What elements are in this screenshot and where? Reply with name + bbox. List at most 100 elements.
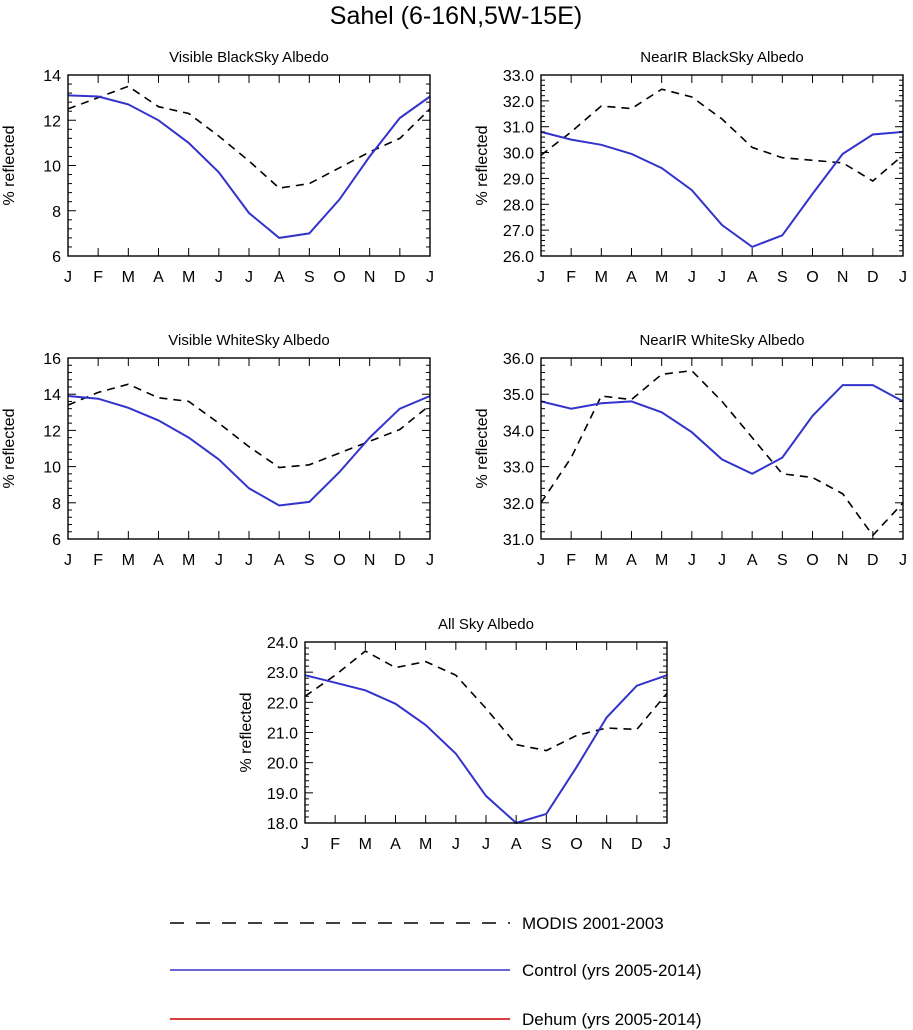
x-tick-label: N [837, 269, 849, 286]
series-line-modis [304, 650, 668, 752]
series-line-control [67, 94, 431, 239]
panel-all-sky: All Sky Albedo % reflected 18.0 19.0 20.0 21.… [238, 616, 671, 853]
y-tick-label: 24.0 [267, 635, 298, 652]
legend: MODIS 2001-2003 Control (yrs 2005-2014) … [170, 914, 702, 1029]
y-tick-label: 16 [43, 351, 61, 368]
x-tick-label: J [452, 836, 460, 853]
x-tick-label: M [655, 552, 668, 569]
x-tick-label: J [537, 552, 545, 569]
y-tick-label: 32.0 [503, 94, 534, 111]
y-tick-label: 6 [52, 532, 61, 549]
x-tick-label: J [899, 552, 907, 569]
x-tick-label: M [595, 269, 608, 286]
y-tick-label: 23.0 [267, 665, 298, 682]
y-tick-label: 19.0 [267, 786, 298, 803]
x-tick-label: N [837, 552, 849, 569]
y-tick-label: 26.0 [503, 249, 534, 266]
x-tick-label: S [541, 836, 552, 853]
x-tick-label: J [718, 552, 726, 569]
x-tick-label: O [806, 552, 818, 569]
y-tick-label: 10 [43, 159, 61, 176]
x-tick-label: D [394, 552, 406, 569]
x-tick-label: N [601, 836, 613, 853]
panel-visible-whitesky: Visible WhiteSky Albedo % reflected 6 8 10 12… [1, 332, 434, 569]
x-tick-label: J [301, 836, 309, 853]
x-tick-label: A [274, 269, 285, 286]
y-tick-label: 6 [52, 249, 61, 266]
x-tick-label: F [330, 836, 340, 853]
legend-label-modis: MODIS 2001-2003 [522, 914, 664, 933]
y-axis-label: % reflected [1, 125, 18, 205]
x-tick-label: N [364, 552, 376, 569]
y-axis-label: % reflected [1, 408, 18, 488]
panel-visible-blacksky: Visible BlackSky Albedo % reflected 6 8 10 12… [1, 49, 434, 286]
panel-title: Visible BlackSky Albedo [169, 49, 329, 66]
x-tick-label: M [182, 269, 195, 286]
x-tick-label: F [566, 552, 576, 569]
panel-nearir-blacksky: NearIR BlackSky Albedo % reflected 26.0 27.… [474, 49, 907, 286]
x-tick-label: A [747, 552, 758, 569]
figure-title: Sahel (6-16N,5W-15E) [330, 2, 582, 30]
x-tick-label: J [245, 552, 253, 569]
x-tick-label: J [215, 552, 223, 569]
y-tick-label: 27.0 [503, 223, 534, 240]
panel-title: NearIR BlackSky Albedo [640, 49, 803, 66]
x-tick-label: D [394, 269, 406, 286]
x-tick-label: D [867, 269, 879, 286]
x-tick-label: D [631, 836, 643, 853]
x-tick-label: J [537, 269, 545, 286]
x-tick-label: J [718, 269, 726, 286]
x-tick-label: M [595, 552, 608, 569]
y-tick-label: 35.0 [503, 387, 534, 404]
y-tick-label: 36.0 [503, 351, 534, 368]
series-line-control [67, 395, 431, 507]
x-tick-label: S [777, 552, 788, 569]
y-tick-label: 14 [43, 387, 61, 404]
y-axis-label: % reflected [238, 692, 255, 772]
x-tick-label: J [482, 836, 490, 853]
x-tick-label: J [64, 269, 72, 286]
x-tick-label: J [215, 269, 223, 286]
x-tick-label: M [182, 552, 195, 569]
x-tick-label: S [777, 269, 788, 286]
y-tick-label: 18.0 [267, 816, 298, 833]
legend-item-control: Control (yrs 2005-2014) [170, 961, 702, 980]
y-tick-label: 29.0 [503, 171, 534, 188]
panel-title: All Sky Albedo [438, 616, 534, 633]
y-tick-label: 30.0 [503, 146, 534, 163]
panel-title: Visible WhiteSky Albedo [168, 332, 329, 349]
y-tick-label: 33.0 [503, 68, 534, 85]
x-tick-label: M [419, 836, 432, 853]
x-tick-label: A [153, 552, 164, 569]
x-tick-label: D [867, 552, 879, 569]
legend-label-dehum: Dehum (yrs 2005-2014) [522, 1010, 702, 1029]
y-tick-label: 22.0 [267, 695, 298, 712]
series-line-modis [67, 85, 431, 189]
legend-item-modis: MODIS 2001-2003 [170, 914, 664, 933]
y-tick-label: 8 [52, 496, 61, 513]
y-tick-label: 28.0 [503, 197, 534, 214]
x-tick-label: J [245, 269, 253, 286]
x-tick-label: J [899, 269, 907, 286]
x-tick-label: J [663, 836, 671, 853]
y-tick-label: 20.0 [267, 756, 298, 773]
x-tick-label: A [153, 269, 164, 286]
series-line-modis [67, 383, 431, 469]
x-tick-label: J [426, 552, 434, 569]
legend-label-control: Control (yrs 2005-2014) [522, 961, 702, 980]
panel-nearir-whitesky: NearIR WhiteSky Albedo % reflected 31.0 32.… [474, 332, 907, 569]
x-tick-label: M [122, 552, 135, 569]
y-tick-label: 33.0 [503, 460, 534, 477]
y-axis-label: % reflected [474, 408, 491, 488]
x-tick-label: S [304, 552, 315, 569]
series-line-modis [540, 88, 904, 182]
x-tick-label: A [390, 836, 401, 853]
series-line-control [540, 384, 904, 475]
y-tick-label: 12 [43, 423, 61, 440]
x-tick-label: S [304, 269, 315, 286]
x-tick-label: J [426, 269, 434, 286]
x-tick-label: F [566, 269, 576, 286]
x-tick-label: O [570, 836, 582, 853]
x-tick-label: J [64, 552, 72, 569]
